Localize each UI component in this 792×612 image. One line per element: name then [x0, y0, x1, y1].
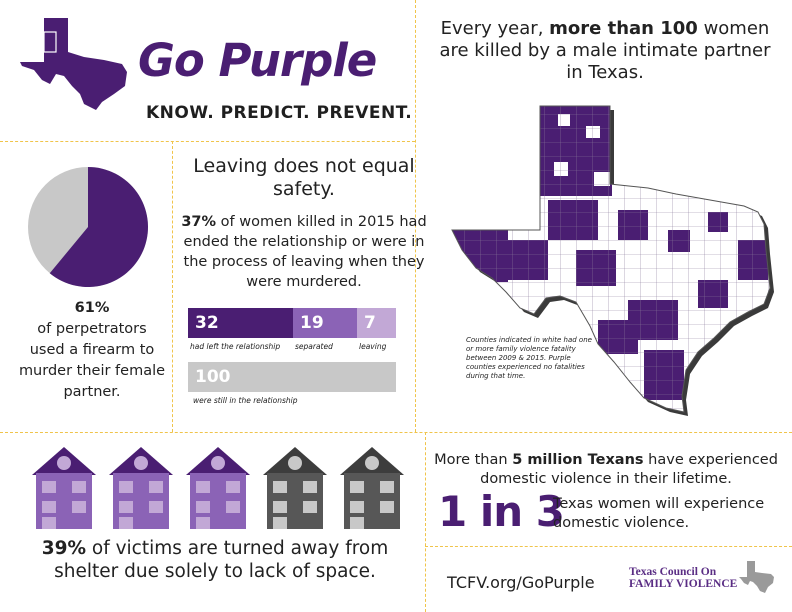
shelter-stat: 39% of victims are turned away from shel… — [20, 537, 410, 583]
house-icon-purple — [32, 447, 96, 529]
texas-small-icon — [739, 561, 774, 593]
shelter-text: of victims are turned away from shelter … — [54, 538, 389, 582]
divider-horizontal-footer — [425, 546, 792, 547]
headline: Every year, more than 100 women are kill… — [430, 18, 780, 84]
brand-title: Go Purple — [138, 34, 377, 87]
firearm-caption-text: of perpetrators used a firearm to murder… — [18, 321, 166, 400]
council-line1: Texas Council On — [629, 566, 717, 578]
divider-vertical-mid — [172, 141, 173, 432]
bar-label: were still in the relationship — [193, 396, 298, 405]
bar-value: 19 — [300, 313, 324, 333]
house-icon-gray — [263, 447, 327, 529]
council-logo-text: Texas Council On FAMILY VIOLENCE — [629, 566, 739, 590]
divider-vertical-top — [415, 0, 416, 432]
texas-county-map — [451, 105, 774, 416]
texans-pre: More than — [434, 452, 513, 468]
leaving-title: Leaving does not equal safety. — [193, 155, 415, 200]
divider-vertical-bottom — [425, 432, 426, 612]
map-note: Counties indicated in white had one or m… — [466, 336, 592, 380]
bar-leaving: 7 — [357, 308, 396, 338]
bar-label: leaving — [359, 342, 387, 351]
house-icon-purple — [186, 447, 250, 529]
bar-value: 7 — [364, 313, 376, 333]
one-in-three-text: Texas women will experience domestic vio… — [553, 496, 765, 531]
divider-horizontal-main — [0, 432, 792, 433]
house-icon-gray — [340, 447, 404, 529]
firearm-pie-chart — [28, 167, 148, 287]
headline-pre: Every year, — [440, 18, 550, 39]
bar-label: had left the relationship — [190, 342, 281, 351]
texans-post: have experienced domestic violence in th… — [480, 452, 778, 487]
house-icon-purple — [109, 447, 173, 529]
firearm-caption: 61% of perpetrators used a firearm to mu… — [18, 298, 166, 403]
bar-value: 32 — [195, 313, 219, 333]
one-in-three: 1 in 3 — [438, 487, 565, 536]
council-line2: FAMILY VIOLENCE — [629, 578, 738, 590]
headline-bold: more than 100 — [549, 18, 698, 39]
leaving-stat: 37% of women killed in 2015 had ended th… — [180, 212, 428, 292]
firearm-percent: 61% — [74, 300, 110, 316]
texans-stat: More than 5 million Texans have experien… — [426, 451, 786, 489]
divider-horizontal-left — [0, 141, 415, 142]
leaving-stat-text: of women killed in 2015 had ended the re… — [183, 214, 427, 290]
bar-still-in: 100 — [188, 362, 396, 392]
bar-left-relationship: 32 — [188, 308, 293, 338]
shelter-bold: 39% — [41, 538, 86, 559]
bar-value: 100 — [195, 367, 231, 387]
site-link[interactable]: TCFV.org/GoPurple — [447, 573, 595, 592]
bar-label: separated — [295, 342, 333, 351]
pie-slice-firearm — [49, 167, 148, 287]
leaving-stat-bold: 37% — [181, 214, 217, 230]
texas-logo-icon — [20, 18, 127, 110]
texans-bold: 5 million Texans — [512, 452, 644, 468]
bar-separated: 19 — [293, 308, 357, 338]
headline-post: women are killed by a male intimate part… — [439, 18, 771, 83]
brand-tagline: KNOW. PREDICT. PREVENT. — [146, 103, 413, 123]
